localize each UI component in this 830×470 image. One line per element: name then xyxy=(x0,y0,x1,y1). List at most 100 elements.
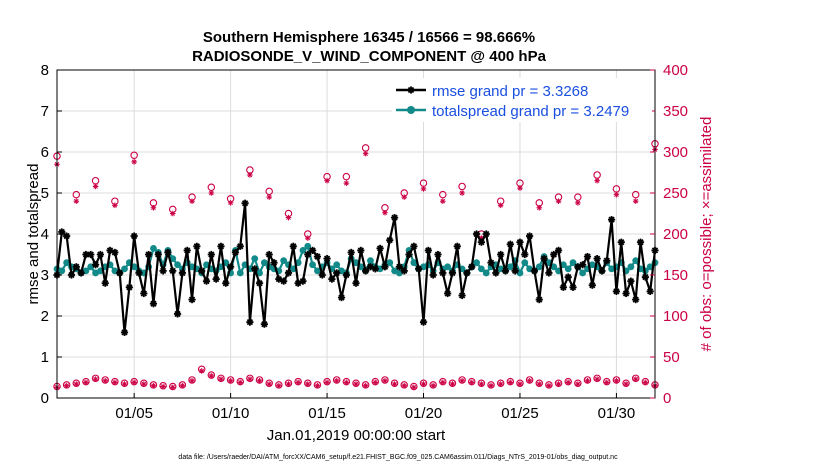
rmse-point xyxy=(415,265,423,273)
rmse-point xyxy=(72,263,80,271)
rmse-point xyxy=(308,246,317,254)
obs-assimilated-point xyxy=(382,377,388,384)
obs-assimilated-point xyxy=(304,381,311,387)
obs-assimilated-point xyxy=(632,376,639,382)
totalspread-point xyxy=(333,261,341,269)
rmse-point xyxy=(434,250,442,259)
obs-assimilated-point xyxy=(324,379,330,386)
obs-possible-point xyxy=(631,190,640,199)
obs-assimilated-point xyxy=(227,377,234,384)
y-left-tick-label: 7 xyxy=(41,103,49,120)
rmse-point xyxy=(463,269,471,277)
rmse-point xyxy=(506,240,514,248)
y-left-tick-label: 3 xyxy=(41,267,49,284)
obs-assimilated-point xyxy=(112,202,118,209)
obs-assimilated-point xyxy=(208,373,215,379)
obs-assimilated-point xyxy=(565,379,571,386)
y-left-tick-label: 1 xyxy=(41,349,49,366)
rmse-point xyxy=(381,263,389,271)
obs-assimilated-point xyxy=(517,185,523,191)
y-right-tick-label: 0 xyxy=(663,390,671,407)
rmse-point xyxy=(178,269,186,277)
rmse-point xyxy=(318,271,326,279)
obs-possible-point xyxy=(265,187,273,196)
x-tick-label: 01/05 xyxy=(115,405,153,422)
obs-assimilated-point xyxy=(362,382,369,389)
rmse-point xyxy=(227,263,235,271)
obs-assimilated-point xyxy=(150,382,157,389)
obs-assimilated-point xyxy=(632,198,639,204)
obs-assimilated-point xyxy=(169,384,176,391)
obs-assimilated-point xyxy=(333,377,340,384)
rmse-point xyxy=(521,250,529,259)
obs-assimilated-point xyxy=(526,377,533,384)
obs-assimilated-point xyxy=(603,379,610,386)
rmse-point xyxy=(439,269,447,277)
obs-assimilated-point xyxy=(391,381,398,387)
y-right-tick-label: 50 xyxy=(663,349,680,366)
y-right-tick-label: 100 xyxy=(663,308,688,325)
legend-rmse-star xyxy=(407,86,415,94)
obs-assimilated-point xyxy=(353,381,359,387)
obs-assimilated-point xyxy=(304,235,311,241)
obs-assimilated-point xyxy=(555,198,562,204)
totalspread-point xyxy=(260,259,268,267)
rmse-point xyxy=(236,242,244,250)
y-left-tick-label: 4 xyxy=(41,226,49,243)
rmse-point xyxy=(453,242,461,250)
totalspread-point xyxy=(58,267,66,275)
obs-possible-point xyxy=(574,193,582,201)
rmse-point xyxy=(207,250,215,259)
obs-assimilated-point xyxy=(266,194,272,200)
rmse-point xyxy=(212,275,220,283)
obs-possible-point xyxy=(72,190,81,199)
rmse-point xyxy=(260,320,268,328)
obs-assimilated-point xyxy=(256,377,263,384)
rmse-point xyxy=(352,279,360,287)
rmse-point xyxy=(400,267,408,275)
y-left-tick-label: 2 xyxy=(41,308,49,325)
rmse-point xyxy=(579,261,587,269)
y-right-tick-label: 350 xyxy=(663,103,688,120)
x-tick-label: 01/10 xyxy=(212,405,250,422)
rmse-point xyxy=(217,242,225,250)
rmse-point xyxy=(188,296,196,304)
series-lines xyxy=(53,199,659,336)
obs-assimilated-point xyxy=(73,381,80,387)
obs-assimilated-point xyxy=(401,382,408,389)
rmse-point xyxy=(101,279,109,287)
totalspread-point xyxy=(410,259,418,267)
totalspread-point xyxy=(280,257,288,265)
rmse-point xyxy=(386,236,394,244)
rmse-point xyxy=(145,250,153,259)
totalspread-point xyxy=(482,269,490,277)
totalspread-point xyxy=(444,263,452,271)
obs-possible-point xyxy=(593,171,601,179)
rmse-point xyxy=(516,238,524,246)
legend-totalspread-label: totalspread grand pr = 3.2479 xyxy=(432,103,629,120)
y-right-tick-label: 400 xyxy=(663,62,688,79)
obs-possible-point xyxy=(130,151,138,160)
obs-assimilated-point xyxy=(613,191,620,198)
rmse-point xyxy=(588,281,596,289)
rmse-point xyxy=(280,277,288,285)
obs-assimilated-point xyxy=(420,381,427,387)
x-tick-label: 01/25 xyxy=(501,405,539,422)
y-left-tick-label: 6 xyxy=(41,144,49,161)
rmse-point xyxy=(526,232,534,240)
obs-assimilated-point xyxy=(266,381,272,387)
totalspread-point xyxy=(236,269,244,277)
totalspread-point xyxy=(473,259,480,267)
rmse-point xyxy=(540,255,548,263)
obs-assimilated-point xyxy=(536,204,543,211)
obs-assimilated-point xyxy=(227,200,234,206)
rmse-point xyxy=(559,283,567,291)
rmse-point xyxy=(390,214,399,222)
rmse-point xyxy=(617,238,625,246)
rmse-point xyxy=(111,248,119,257)
rmse-point xyxy=(255,279,264,287)
obs-possible-point xyxy=(439,190,447,199)
obs-assimilated-point xyxy=(343,180,350,186)
obs-assimilated-point xyxy=(440,198,446,204)
obs-assimilated-point xyxy=(555,381,562,387)
